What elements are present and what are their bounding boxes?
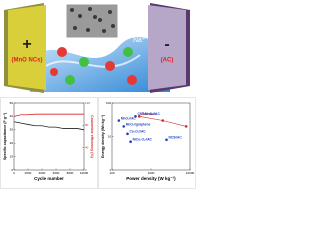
y2-tick-label: 80: [85, 123, 89, 127]
y-tick-label: 50: [10, 101, 14, 105]
data-point: [129, 140, 132, 143]
y-tick-label: 20: [10, 141, 14, 145]
data-point: [122, 125, 126, 128]
x-tick-label: 1000: [148, 171, 155, 175]
y-axis-label: Energy density (Wh kg⁻¹): [101, 114, 105, 158]
data-point: [126, 132, 129, 136]
point-label: NCS//AC: [169, 136, 183, 140]
data-point: [134, 115, 137, 118]
series-line: [13, 113, 84, 117]
series-line: [13, 121, 85, 131]
point-label: Co₃O₄//AC: [130, 130, 147, 134]
data-point: [117, 119, 121, 122]
y-tick-label: 30: [10, 128, 14, 132]
y-tick-label: 100: [106, 101, 111, 105]
plot-area: [13, 102, 85, 171]
x-tick-label: 8000: [67, 171, 74, 175]
point-label: MnO₂//AC: [121, 116, 137, 120]
data-point: [165, 138, 168, 142]
y2-axis-label: Coulombic efficiency (%): [90, 115, 94, 159]
x-tick-label: 0: [13, 171, 15, 175]
negative-electrode: [148, 5, 186, 90]
y-tick-label: 10: [108, 134, 112, 138]
y-tick-label: 1: [109, 168, 111, 172]
y2-tick-label: 120: [85, 101, 90, 105]
point-label: CNT-MnO₂//AC: [137, 112, 160, 116]
x-tick-label: 100: [109, 171, 114, 175]
x-axis-label: Power density (W kg⁻¹): [126, 176, 176, 181]
x-tick-label: 6000: [53, 171, 60, 175]
point-label: MnO₂//graphene: [126, 122, 151, 126]
y2-tick-label: 40: [85, 145, 89, 149]
x-tick-label: 10000: [186, 171, 195, 175]
positive-label: (MnO NCs): [12, 58, 43, 64]
positive-sign: +: [22, 36, 31, 53]
x-tick-label: 10000: [80, 171, 89, 175]
x-tick-label: 2000: [25, 171, 32, 175]
anion-label: SO₄²⁻: [96, 43, 115, 50]
negative-sign: -: [164, 36, 169, 53]
x-axis-label: Cycle number: [34, 176, 64, 181]
ions: [50, 47, 137, 85]
chart-frame: [0, 97, 98, 189]
negative-label: (AC): [161, 58, 174, 64]
y-tick-label: 40: [10, 114, 14, 118]
cation-label: Na⁺: [133, 37, 146, 44]
nanocrystals: [70, 7, 115, 33]
y2-tick-label: 0: [85, 168, 87, 172]
series-line: [139, 116, 187, 127]
x-tick-label: 4000: [39, 171, 46, 175]
positive-electrode: [8, 5, 46, 90]
y-axis-label: Specific capacitance (F g⁻¹): [3, 112, 7, 160]
point-label: This work: [141, 112, 156, 116]
graphic: + (MnO NCs) - (AC) SO₄²⁻ Na⁺ 0 2000 4000 60…: [0, 0, 196, 189]
point-label: NiCo₂O₄//AC: [133, 138, 153, 142]
y-tick-label: 10: [10, 154, 14, 158]
chart-frame: [98, 97, 196, 189]
tem-inset: [65, 3, 119, 39]
y-tick-label: 0: [11, 168, 13, 172]
